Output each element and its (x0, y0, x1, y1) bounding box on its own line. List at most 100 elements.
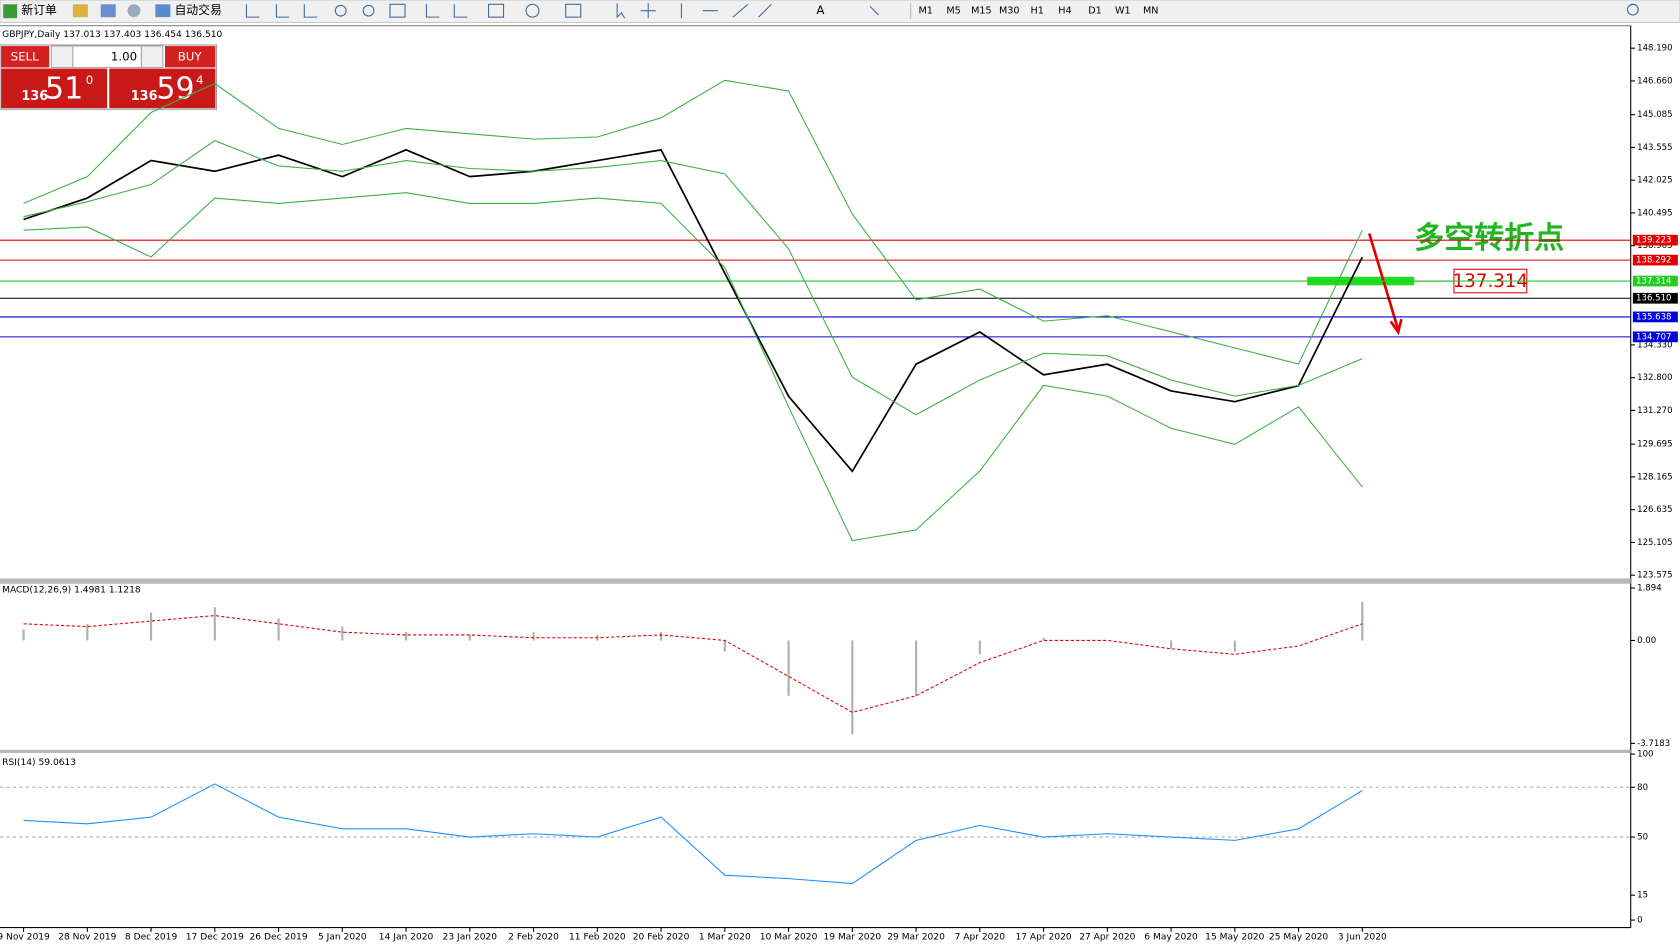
new-order-button[interactable]: 新订单 (21, 3, 57, 17)
new-order-icon[interactable] (3, 4, 18, 19)
y-tick-label: 50 (1637, 833, 1648, 843)
x-tick-label: 3 Jun 2020 (1338, 933, 1387, 943)
panel-separator (0, 578, 1631, 584)
y-tick-label: 146.660 (1637, 76, 1672, 86)
tile[interactable] (389, 3, 406, 18)
x-tick-label: 23 Jan 2020 (443, 933, 498, 943)
timeframe-button[interactable]: M30 (999, 6, 1020, 17)
level-label: 134.707 (1636, 332, 1671, 342)
x-tick-label: 11 Feb 2020 (569, 933, 626, 943)
sell-price-point[interactable]: 0 (86, 73, 94, 87)
x-tick-label: 10 Mar 2020 (760, 933, 818, 943)
buy-price-point[interactable]: 4 (196, 73, 204, 87)
periods[interactable] (525, 3, 540, 18)
x-tick-label: 25 May 2020 (1269, 933, 1329, 943)
x-tick-label: 9 Nov 2019 (0, 933, 50, 943)
y-tick-label: 131.270 (1637, 406, 1672, 416)
level-label: 138.292 (1636, 256, 1671, 266)
tool-icon[interactable] (72, 4, 88, 18)
y-tick-label: 132.800 (1637, 373, 1672, 383)
auto-trading-button[interactable]: 自动交易 (175, 3, 222, 17)
level-label-box (1632, 234, 1678, 246)
toolbar (0, 0, 1680, 24)
buy-button[interactable] (165, 46, 216, 68)
y-tick-label: 126.635 (1637, 505, 1672, 515)
series-line (23, 783, 1363, 885)
y-tick-label: 134.330 (1637, 340, 1672, 350)
y-tick-label: 80 (1637, 783, 1648, 793)
x-tick-label: 29 Mar 2020 (887, 933, 945, 943)
timeframe-button[interactable]: D1 (1088, 6, 1102, 17)
arrow-tool[interactable] (869, 6, 879, 16)
y-tick-label: 129.695 (1637, 440, 1672, 450)
y-tick-label: -3.7183 (1637, 739, 1670, 749)
series-line (23, 192, 1363, 542)
sell-price-box[interactable] (1, 68, 108, 109)
sell-button[interactable] (1, 46, 50, 68)
timeframe-button[interactable]: H1 (1030, 6, 1043, 17)
drawing-tools[interactable] (616, 3, 772, 19)
buy-label[interactable]: BUY (178, 49, 203, 63)
timeframe-button[interactable]: M1 (918, 6, 932, 17)
level-label: 139.223 (1636, 236, 1671, 246)
volume-down[interactable] (50, 45, 74, 69)
y-tick-label: 145.085 (1637, 110, 1672, 120)
y-tick-label: 0 (1637, 916, 1642, 926)
sell-label[interactable]: SELL (11, 49, 39, 63)
level-label: 135.638 (1636, 312, 1671, 322)
x-tick-label: 26 Dec 2019 (250, 933, 308, 943)
zoom-out[interactable] (362, 4, 375, 17)
timeframe-button[interactable]: H4 (1058, 6, 1071, 17)
level-label-box (1632, 254, 1678, 266)
auto-trading-icon[interactable] (155, 4, 171, 18)
x-tick-label: 2 Feb 2020 (508, 933, 559, 943)
timeframe-button[interactable]: M15 (971, 6, 992, 17)
timeframes: M1 M5 M15 M30 H1 H4 D1 W1 MN (910, 3, 1159, 20)
series-line (23, 140, 1363, 416)
buy-price-box[interactable] (109, 68, 216, 109)
timeframe-button[interactable]: M5 (946, 6, 960, 17)
chart-header: GBPJPY,Daily 137.013 137.403 136.454 136… (2, 30, 222, 40)
y-tick-label: 143.555 (1637, 143, 1672, 153)
rsi-header: RSI(14) 59.0613 (2, 758, 76, 768)
timeframe-button[interactable]: W1 (1115, 6, 1131, 17)
buy-price-big-figure[interactable]: 136 (131, 89, 158, 104)
search[interactable] (1626, 3, 1639, 16)
level-label-box (1632, 275, 1678, 287)
sell-price-pips[interactable]: 51 (45, 71, 83, 106)
x-tick-label: 19 Mar 2020 (823, 933, 881, 943)
y-tick-label: 140.495 (1637, 208, 1672, 218)
scroll-icons[interactable] (425, 4, 468, 18)
timeframe-button[interactable]: MN (1143, 6, 1159, 17)
x-tick-label: 6 May 2020 (1144, 933, 1198, 943)
text-tool[interactable]: A (816, 3, 824, 17)
templates[interactable] (565, 3, 582, 18)
x-tick-label: 28 Nov 2019 (58, 933, 116, 943)
volume-up[interactable] (140, 45, 164, 69)
y-tick-label: 125.105 (1637, 538, 1672, 548)
macd-header: MACD(12,26,9) 1.4981 1.1218 (2, 586, 141, 596)
level-label-box (1632, 292, 1678, 304)
indicators[interactable] (488, 3, 505, 18)
zoom-in[interactable] (334, 4, 347, 17)
y-tick-label: 142.025 (1637, 176, 1672, 186)
x-tick-label: 27 Apr 2020 (1079, 933, 1135, 943)
buy-price-pips[interactable]: 59 (156, 71, 194, 106)
y-tick-label: 148.190 (1637, 44, 1672, 54)
y-tick-label: 128.165 (1637, 472, 1672, 482)
sell-price-big-figure[interactable]: 136 (21, 89, 48, 104)
tool-icon[interactable] (127, 4, 141, 18)
level-label-box (1632, 311, 1678, 323)
x-tick-label: 1 Mar 2020 (699, 933, 751, 943)
x-tick-label: 20 Feb 2020 (633, 933, 690, 943)
panel-separator (0, 749, 1631, 753)
tool-icon[interactable] (100, 4, 116, 18)
signal-line (23, 615, 1363, 713)
x-tick-label: 5 Jan 2020 (318, 933, 367, 943)
chart-type-icons[interactable] (245, 4, 318, 18)
chart-tools (245, 3, 879, 19)
volume-value[interactable]: 1.00 (111, 49, 137, 63)
